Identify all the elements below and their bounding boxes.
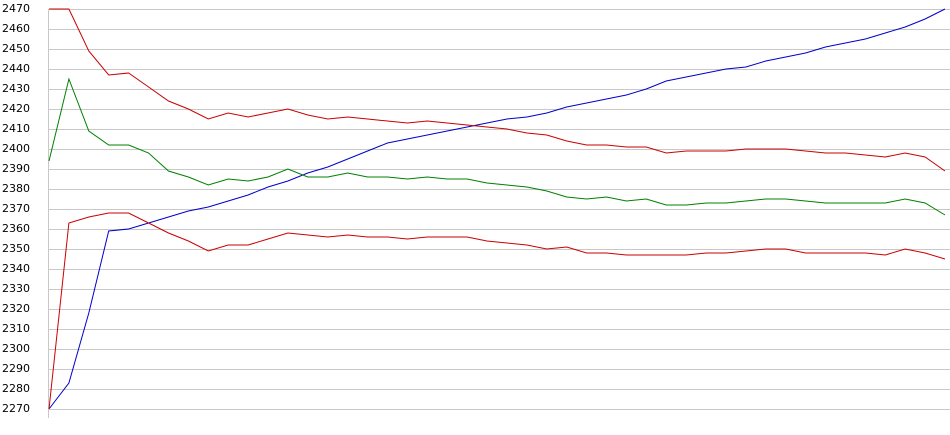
y-tick-label: 2420: [2, 102, 30, 115]
y-tick-label: 2340: [2, 262, 30, 275]
series-line: [48, 212, 946, 410]
y-tick-label: 2470: [2, 2, 30, 15]
y-tick-label: 2370: [2, 202, 30, 215]
series-line: [48, 77, 946, 216]
y-tick-label: 2440: [2, 62, 30, 75]
y-tick-label: 2300: [2, 342, 30, 355]
y-tick-label: 2380: [2, 182, 30, 195]
series-line: [49, 8, 946, 172]
y-tick-label: 2320: [2, 302, 30, 315]
y-tick-label: 2400: [2, 142, 30, 155]
y-tick-label: 2390: [2, 162, 30, 175]
series-line: [48, 8, 946, 410]
y-tick-label: 2460: [2, 22, 30, 35]
y-tick-label: 2360: [2, 222, 30, 235]
y-tick-label: 2410: [2, 122, 30, 135]
y-tick-label: 2330: [2, 282, 30, 295]
y-tick-label: 2310: [2, 322, 30, 335]
y-tick-label: 2350: [2, 242, 30, 255]
y-tick-label: 2430: [2, 82, 30, 95]
y-tick-label: 2270: [2, 402, 30, 415]
y-tick-label: 2280: [2, 382, 30, 395]
y-tick-label: 2450: [2, 42, 30, 55]
y-tick-label: 2290: [2, 362, 30, 375]
